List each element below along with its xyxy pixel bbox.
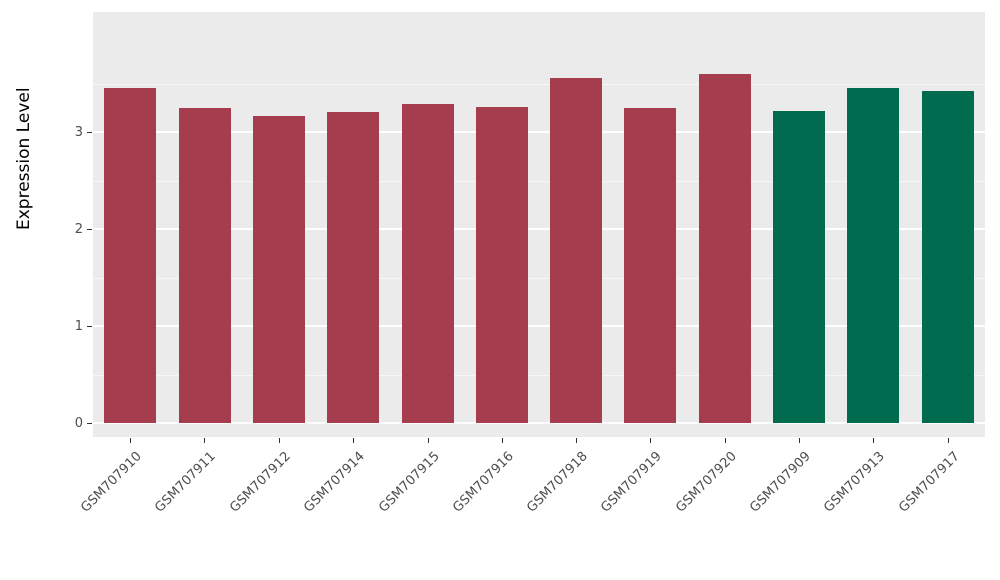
bar-GSM707919 <box>624 108 676 423</box>
bar-GSM707909 <box>773 111 825 423</box>
plot-panel <box>93 12 985 437</box>
gridline-minor <box>93 83 985 85</box>
x-tick-label-text: GSM707910 <box>78 449 145 516</box>
gridline-minor <box>93 180 985 182</box>
x-tick-label-text: GSM707909 <box>747 449 814 516</box>
x-tick-label-text: GSM707913 <box>821 449 888 516</box>
x-tick-label-text: GSM707918 <box>524 449 591 516</box>
bar-GSM707916 <box>476 107 528 423</box>
x-tick-mark <box>576 438 577 443</box>
y-tick-label: 3 <box>74 125 83 140</box>
gridline-major <box>93 325 985 327</box>
bar-GSM707917 <box>922 91 974 423</box>
y-axis-title: Expression Level <box>14 87 34 230</box>
x-tick-mark <box>130 438 131 443</box>
gridline-major <box>93 228 985 230</box>
y-tick-label: 0 <box>74 416 83 431</box>
bar-GSM707912 <box>253 116 305 423</box>
gridline-major <box>93 422 985 424</box>
gridline-minor <box>93 374 985 376</box>
bar-GSM707913 <box>847 88 899 423</box>
x-tick-mark <box>948 438 949 443</box>
x-tick-mark <box>204 438 205 443</box>
x-tick-label-text: GSM707920 <box>673 449 740 516</box>
x-tick-mark <box>428 438 429 443</box>
gridline-minor <box>93 277 985 279</box>
y-tick-mark <box>87 229 92 230</box>
y-tick-label: 2 <box>74 222 83 237</box>
bar-GSM707918 <box>550 78 602 423</box>
x-tick-label-text: GSM707917 <box>896 449 963 516</box>
bar-GSM707910 <box>104 88 156 423</box>
bar-GSM707911 <box>179 108 231 423</box>
x-tick-mark <box>353 438 354 443</box>
x-tick-label-text: GSM707919 <box>598 449 665 516</box>
bar-GSM707914 <box>327 112 379 423</box>
x-tick-label-text: GSM707911 <box>152 449 219 516</box>
y-tick-mark <box>87 132 92 133</box>
x-tick-mark <box>502 438 503 443</box>
y-tick-mark <box>87 326 92 327</box>
x-tick-label-text: GSM707914 <box>301 449 368 516</box>
y-tick-label: 1 <box>74 319 83 334</box>
x-tick-label-text: GSM707912 <box>227 449 294 516</box>
bar-GSM707915 <box>402 104 454 423</box>
bar-GSM707920 <box>699 74 751 423</box>
x-tick-label-text: GSM707916 <box>450 449 517 516</box>
x-tick-mark <box>279 438 280 443</box>
x-tick-label-text: GSM707915 <box>376 449 443 516</box>
x-tick-mark <box>799 438 800 443</box>
gridline-major <box>93 131 985 133</box>
x-tick-mark <box>873 438 874 443</box>
y-tick-mark <box>87 423 92 424</box>
x-tick-mark <box>650 438 651 443</box>
x-tick-mark <box>725 438 726 443</box>
